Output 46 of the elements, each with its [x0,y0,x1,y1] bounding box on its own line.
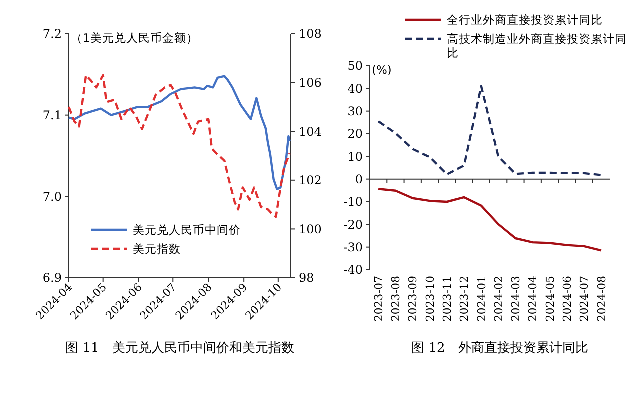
y-tick-label: 7.1 [42,108,62,123]
y2-tick-label: 98 [299,271,314,286]
text: 图 11 美元兑人民币中间价和美元指数 [66,340,294,356]
y-axis-title: （1美元兑人民币金额） [71,31,198,46]
x-tick-label: 2023-09 [406,276,420,322]
x-tick-label: 2024-08 [595,276,608,322]
y2-tick-label: 108 [299,27,322,42]
x-tick-label: 2023-12 [458,276,472,322]
y-tick-label: 20 [348,127,363,142]
y-tick-label: 50 [348,59,363,74]
y2-tick-label: 104 [299,124,322,139]
line-series [68,74,291,218]
y-tick-label: 10 [348,150,363,164]
y-tick-label: 0 [355,172,363,187]
y-tick-label: 6.9 [42,271,62,286]
x-tick-label: 2024-07 [578,276,592,322]
y2-tick-label: 106 [299,76,322,90]
y2-tick-label: 100 [299,222,322,236]
y2-tick-label: 102 [299,174,322,188]
legend-label: 全行业外商直接投资累计同比 [447,13,603,27]
text: 图 12 外商直接投资累计同比 [412,341,588,356]
line-series [377,85,603,176]
x-tick-label: 2023-10 [424,276,437,322]
y-tick-label: -30 [344,240,363,255]
y-axis-title: (%) [372,63,392,78]
y-tick-label: 30 [348,104,363,119]
x-tick-label: 2023-11 [440,276,454,322]
x-tick-label: 2023-07 [372,276,386,322]
x-tick-label: 2023-08 [390,276,403,322]
y-tick-label: 7.0 [42,190,62,204]
y-tick-label: -10 [344,195,363,210]
x-tick-label: 2024-01 [475,276,488,322]
y-tick-label: 7.2 [42,27,62,42]
x-tick-label: 2024-05 [544,276,557,322]
y-tick-label: -20 [344,218,363,232]
legend-label: 美元指数 [133,242,181,256]
legend-label: 美元兑人民币中间价 [133,223,241,237]
legend-label: 高技术制造业外商直接投资累计同比 [447,32,627,60]
x-tick-label: 2024-06 [560,276,574,322]
line-series [68,75,291,190]
x-tick-label: 2024-03 [510,276,523,322]
x-tick-label: 2024-02 [492,276,506,322]
x-tick-label: 2024-04 [526,276,540,322]
line-series [377,188,603,252]
y-tick-label: 40 [348,82,363,96]
y-tick-label: -40 [344,263,363,278]
